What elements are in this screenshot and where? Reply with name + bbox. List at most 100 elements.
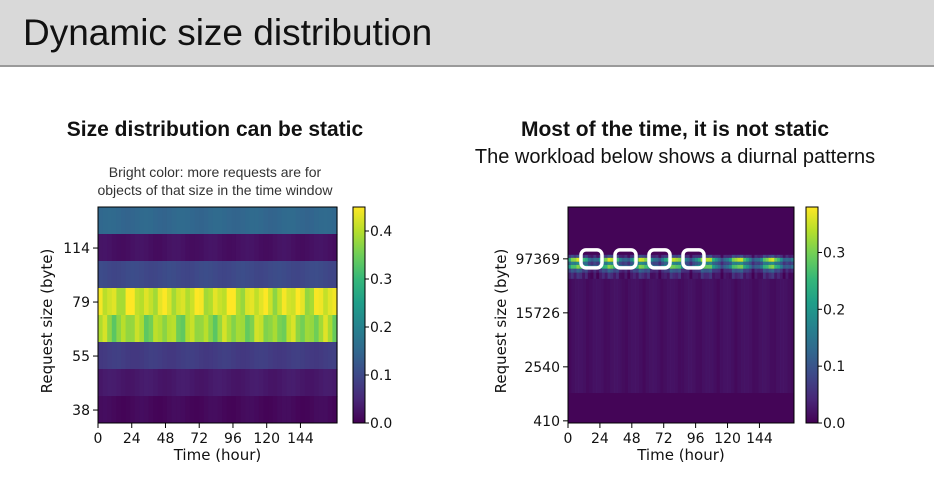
left-note-line1: Bright color: more requests are for xyxy=(108,164,322,180)
heatmap-cell xyxy=(712,261,716,265)
heatmap-cell xyxy=(782,264,787,269)
heatmap-cell xyxy=(771,261,775,265)
heatmap-cell xyxy=(748,268,753,273)
y-tick-label: 38 xyxy=(72,403,90,419)
heatmap-cell xyxy=(153,369,159,397)
heatmap-cell xyxy=(268,207,274,235)
heatmap-cell xyxy=(689,272,693,279)
heatmap-cell xyxy=(157,288,163,316)
heatmap-cell xyxy=(268,288,274,316)
heatmap-cell xyxy=(130,207,136,235)
heatmap-cell xyxy=(604,254,609,258)
heatmap-cell xyxy=(731,257,736,262)
colorbar-tick-label: 0.2 xyxy=(823,302,845,318)
left-heading: Size distribution can be static xyxy=(66,118,364,141)
heatmap-cell xyxy=(327,234,334,262)
y-tick-label: 15726 xyxy=(515,306,560,322)
heatmap-cell xyxy=(726,273,731,393)
heatmap-cell xyxy=(300,207,306,235)
heatmap-cell xyxy=(332,261,338,289)
heatmap-cell xyxy=(655,272,659,279)
heatmap-cell xyxy=(616,261,620,265)
heatmap-cell xyxy=(235,288,242,316)
heatmap-cell xyxy=(176,207,182,235)
heatmap-cell xyxy=(681,268,685,273)
heatmap-cell xyxy=(185,207,191,235)
heatmap-cell xyxy=(689,257,693,262)
heatmap-cell xyxy=(642,273,647,393)
heatmap-cell xyxy=(281,207,288,235)
heatmap-cell xyxy=(723,257,727,262)
heatmap-cell xyxy=(134,315,140,343)
heatmap-cell xyxy=(737,261,741,265)
heatmap-cell xyxy=(744,273,749,393)
heatmap-cell xyxy=(664,268,668,273)
heatmap-cell xyxy=(277,234,283,262)
heatmap-cell xyxy=(309,342,315,370)
heatmap-cell xyxy=(610,268,614,273)
heatmap-cell xyxy=(765,272,770,279)
heatmap-cell xyxy=(617,273,622,393)
heatmap-cell xyxy=(245,207,251,235)
heatmap-cell xyxy=(765,264,770,269)
heatmap-cell xyxy=(304,207,311,235)
heatmap-cell xyxy=(630,261,634,265)
heatmap-cell xyxy=(785,257,789,262)
heatmap-cell xyxy=(304,288,311,316)
heatmap-cell xyxy=(729,254,733,258)
heatmap-cell xyxy=(111,288,117,316)
heatmap-cell xyxy=(683,268,688,273)
heatmap-cell xyxy=(774,257,778,262)
heatmap-cell xyxy=(772,273,777,393)
heatmap-cell xyxy=(630,254,634,258)
heatmap-cell xyxy=(263,369,269,397)
heatmap-cell xyxy=(723,264,727,269)
heatmap-cell xyxy=(189,369,196,397)
heatmap-cell xyxy=(601,272,606,279)
heatmap-cell xyxy=(661,257,665,262)
heatmap-cell xyxy=(134,396,140,424)
heatmap-cell xyxy=(689,268,693,273)
right-y-axis-label: Request size (byte) xyxy=(492,249,510,394)
heatmap-cell xyxy=(231,342,237,370)
heatmap-cell xyxy=(743,272,747,279)
heatmap-cell xyxy=(681,273,686,393)
heatmap-cell xyxy=(745,264,750,269)
heatmap-cell xyxy=(157,207,163,235)
heatmap-cell xyxy=(755,273,760,393)
heatmap-cell xyxy=(570,261,575,265)
heatmap-cell xyxy=(332,288,338,316)
heatmap-cell xyxy=(644,261,648,265)
heatmap-cell xyxy=(573,272,577,279)
heatmap-cell xyxy=(720,272,724,279)
left-y-axis-label: Request size (byte) xyxy=(38,249,56,394)
x-tick-label: 24 xyxy=(123,431,141,447)
heatmap-cell xyxy=(777,264,781,269)
heatmap-cell xyxy=(134,261,140,289)
heatmap-cell xyxy=(596,273,601,393)
heatmap-cell xyxy=(630,268,634,273)
heatmap-cell xyxy=(208,288,214,316)
heatmap-cell xyxy=(217,396,223,424)
heatmap-cell xyxy=(791,254,795,258)
heatmap-cell xyxy=(734,254,738,258)
heatmap-cell xyxy=(212,207,219,235)
heatmap-cell xyxy=(596,257,600,262)
heatmap-cell xyxy=(286,315,292,343)
heatmap-cell xyxy=(731,261,736,265)
heatmap-cell xyxy=(618,272,623,279)
heatmap-cell xyxy=(723,272,727,279)
heatmap-cell xyxy=(245,261,251,289)
heatmap-cell xyxy=(102,207,108,235)
colorbar-tick-label: 0.1 xyxy=(823,359,845,375)
heatmap-cell xyxy=(604,264,609,269)
heatmap-cell xyxy=(102,396,108,424)
heatmap-cell xyxy=(658,268,662,273)
colorbar-tick-label: 0.0 xyxy=(823,416,845,432)
heatmap-cell xyxy=(774,254,778,258)
heatmap-cell xyxy=(258,396,265,424)
heatmap-cell xyxy=(663,273,668,393)
heatmap-cell xyxy=(134,342,140,370)
heatmap-cell xyxy=(102,369,108,397)
heatmap-cell xyxy=(125,396,131,424)
